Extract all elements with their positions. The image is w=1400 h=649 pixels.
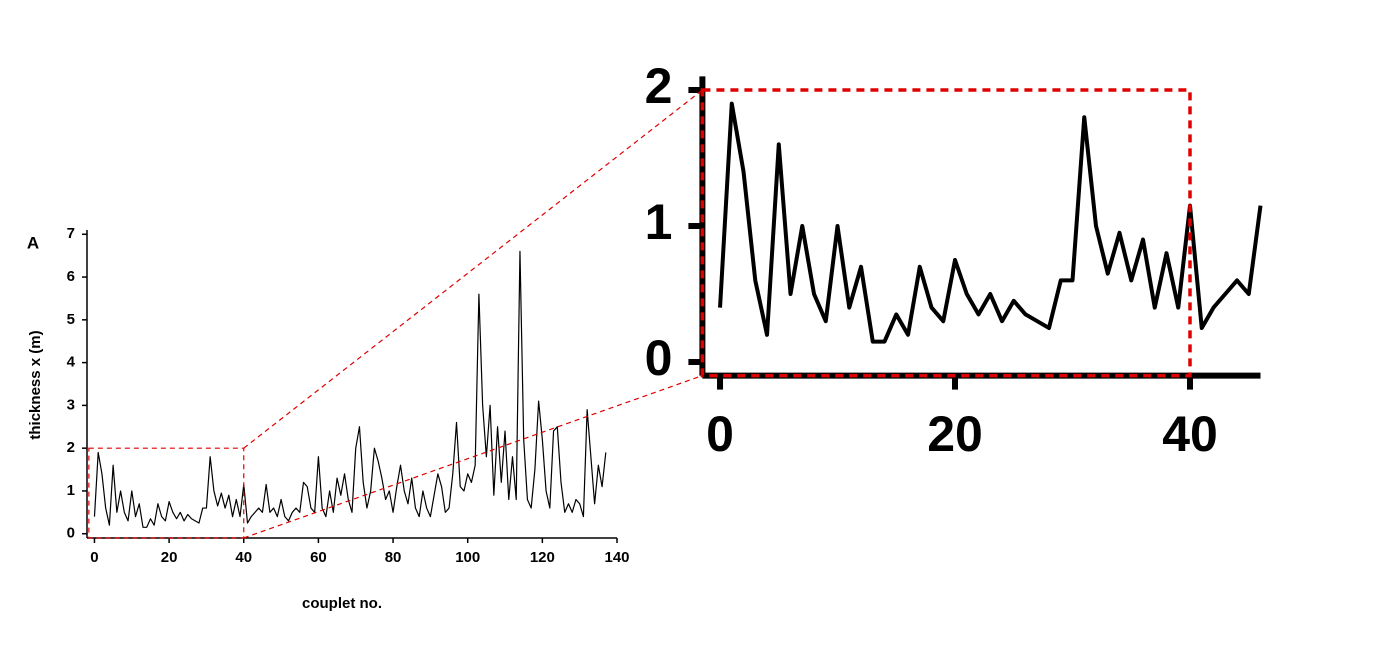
x-tick-label: 120 — [530, 549, 555, 566]
x-tick-label: 140 — [604, 549, 629, 566]
y-tick-label: 2 — [645, 58, 673, 114]
x-tick-label: 0 — [90, 549, 98, 566]
zoom-connector — [243, 89, 703, 449]
y-tick-label: 0 — [645, 330, 673, 386]
y-tick-label: 0 — [67, 525, 75, 542]
y-tick-label: 4 — [67, 354, 76, 371]
line-series — [718, 101, 1263, 344]
y-tick-label: 1 — [67, 482, 75, 499]
panel-label: A — [27, 233, 39, 252]
x-axis-label: couplet no. — [302, 595, 382, 612]
y-tick-label: 6 — [67, 268, 75, 285]
x-tick-label: 40 — [1162, 406, 1218, 462]
x-tick-label: 80 — [385, 549, 402, 566]
x-tick-label: 0 — [706, 406, 734, 462]
zoom-box — [700, 88, 1192, 378]
zoom-connector — [243, 375, 703, 539]
x-tick-label: 100 — [455, 549, 480, 566]
y-axis-label: thickness x (m) — [27, 330, 44, 439]
y-tick-label: 1 — [645, 194, 673, 250]
y-tick-label: 2 — [67, 439, 75, 456]
x-tick-label: 20 — [927, 406, 983, 462]
x-tick-label: 40 — [235, 549, 252, 566]
y-tick-label: 3 — [67, 396, 75, 413]
y-tick-label: 7 — [67, 225, 75, 242]
x-tick-label: 20 — [161, 549, 178, 566]
y-tick-label: 5 — [67, 311, 75, 328]
x-tick-label: 60 — [310, 549, 327, 566]
line-series — [93, 250, 607, 528]
zoom-box — [88, 447, 245, 539]
